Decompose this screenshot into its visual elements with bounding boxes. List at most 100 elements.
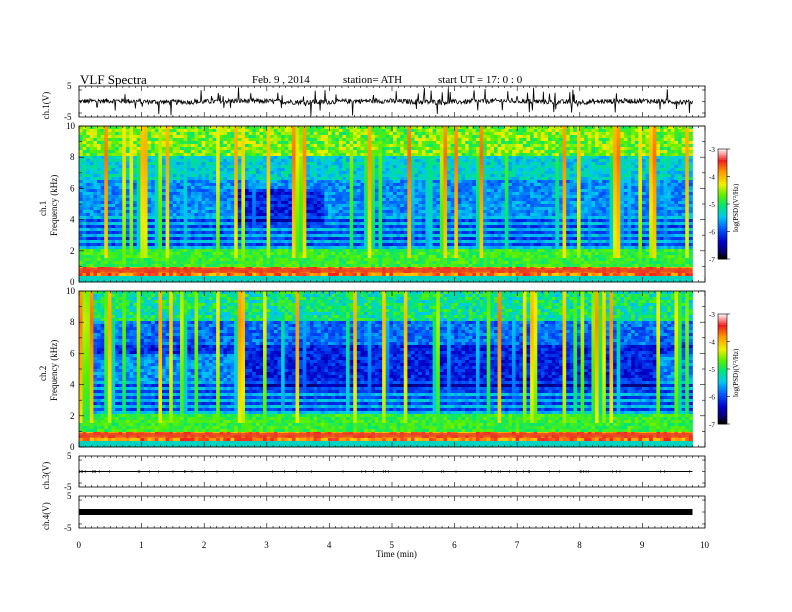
ch1_spectrogram-cell (397, 198, 401, 201)
ch1_spectrogram-cell (151, 216, 155, 219)
ch1_spectrogram-cell (249, 210, 253, 213)
ch1_spectrogram-cell (194, 225, 198, 228)
ch1_spectrogram-cell (238, 210, 242, 213)
ch1_spectrogram-cell (133, 195, 137, 198)
ch1_spectrogram-cell (357, 246, 361, 249)
ch1_spectrogram-cell (130, 276, 134, 279)
ch1_spectrogram-cell (397, 249, 401, 252)
ch1_spectrogram-cell (350, 210, 354, 213)
ch1_spectrogram-cell (86, 132, 90, 135)
ch1_spectrogram-cell (400, 240, 404, 243)
ch1_spectrogram-cell (86, 258, 90, 261)
ch1_spectrogram-cell (317, 165, 321, 168)
ch1_spectrogram-cell (263, 135, 267, 138)
ch1_spectrogram-cell (346, 168, 350, 171)
ch1_spectrogram-cell (382, 210, 386, 213)
ch1_spectrogram-cell (155, 237, 159, 240)
ch1_spectrogram-cell (111, 162, 115, 165)
ch1_spectrogram-cell (173, 144, 177, 147)
ch1_spectrogram-cell (151, 264, 155, 267)
ch1_spectrogram-cell (205, 210, 209, 213)
ch1_spectrogram-cell (184, 156, 188, 159)
ch1_spectrogram-cell (202, 216, 206, 219)
ch1_spectrogram-cell (90, 174, 94, 177)
ch1_spectrogram-cell (379, 162, 383, 165)
ch1_spectrogram-cell (101, 186, 105, 189)
ch1_spectrogram-cell (162, 234, 166, 237)
ch1_spectrogram-cell (104, 129, 108, 132)
ch1_spectrogram-cell (314, 135, 318, 138)
ch1_spectrogram-cell (86, 180, 90, 183)
ch1_spectrogram-cell (223, 162, 227, 165)
ch1_spectrogram-cell (194, 129, 198, 132)
ch1_spectrogram-cell (180, 141, 184, 144)
ch1_spectrogram-cell (256, 150, 260, 153)
ch1_spectrogram-cell (241, 135, 245, 138)
ch1_spectrogram-cell (328, 207, 332, 210)
ch1_spectrogram-cell (133, 132, 137, 135)
ch1_spectrogram-cell (227, 195, 231, 198)
ch1_spectrogram-cell (267, 126, 271, 129)
ch1_spectrogram-cell (353, 201, 357, 204)
ch1_spectrogram-cell (353, 225, 357, 228)
ch1_spectrogram-cell (296, 192, 300, 195)
ch1_spectrogram-cell (126, 225, 130, 228)
ch1_spectrogram-cell (119, 240, 123, 243)
ch1_spectrogram-cell (191, 243, 195, 246)
ch1_spectrogram-cell (238, 132, 242, 135)
ch1_spectrogram-cell (93, 237, 97, 240)
ch1_spectrogram-cell (360, 165, 364, 168)
ch1_spectrogram-cell (205, 201, 209, 204)
ch1_spectrogram-cell (299, 252, 303, 255)
ch1_spectrogram-cell (205, 159, 209, 162)
ch1_spectrogram-cell (111, 126, 115, 129)
ch1_spectrogram-cell (306, 243, 310, 246)
ch1_spectrogram-cell (292, 240, 296, 243)
ch1_spectrogram-cell (166, 198, 170, 201)
ch1_spectrogram-cell (104, 180, 108, 183)
ch1_spectrogram-cell (342, 210, 346, 213)
ch1_spectrogram-cell (166, 201, 170, 204)
ch1_spectrogram-cell (155, 210, 159, 213)
ch1_spectrogram-cell (202, 168, 206, 171)
ch1_spectrogram-cell (281, 174, 285, 177)
ch1_spectrogram-cell (231, 129, 235, 132)
ch1_spectrogram-cell (133, 219, 137, 222)
ch1_spectrogram-cell (191, 132, 195, 135)
ch1_spectrogram-cell (133, 180, 137, 183)
ch1_spectrogram-cell (140, 174, 144, 177)
ch1_spectrogram-cell (166, 189, 170, 192)
ch1_spectrogram-cell (346, 207, 350, 210)
ch1_spectrogram-cell (252, 195, 256, 198)
ch1_spectrogram-cell (270, 276, 274, 279)
ch1_spectrogram-cell (400, 189, 404, 192)
ch1_spectrogram-cell (328, 276, 332, 279)
ch1_spectrogram-cell (364, 135, 368, 138)
ch1_spectrogram-cell (267, 249, 271, 252)
ch1_spectrogram-cell (364, 126, 368, 129)
ch1_spectrogram-cell (274, 216, 278, 219)
ch1_spectrogram-cell (209, 156, 213, 159)
ch1_spectrogram-cell (213, 198, 217, 201)
ch1_spectrogram-cell (368, 231, 372, 234)
ch1_spectrogram-cell (303, 192, 307, 195)
ch1_spectrogram-cell (169, 186, 173, 189)
ch1_spectrogram-cell (350, 216, 354, 219)
ch1_spectrogram-cell (342, 207, 346, 210)
ch1_spectrogram-cell (324, 165, 328, 168)
ch1_spectrogram-cell (267, 264, 271, 267)
ch1_spectrogram-cell (115, 141, 119, 144)
ch1_spectrogram-cell (93, 183, 97, 186)
ch1_spectrogram-cell (310, 264, 314, 267)
ch1_spectrogram-cell (191, 177, 195, 180)
ch1_spectrogram-cell (130, 129, 134, 132)
ch1_spectrogram-cell (314, 144, 318, 147)
ch1_spectrogram-cell (259, 165, 263, 168)
ch1_spectrogram-cell (357, 228, 361, 231)
ch1_spectrogram-cell (130, 255, 134, 258)
ch1_spectrogram-cell (209, 150, 213, 153)
ch1_spectrogram-cell (404, 198, 408, 201)
ch1_spectrogram-cell (375, 204, 379, 207)
ch1_spectrogram-cell (97, 192, 101, 195)
ch1_spectrogram-cell (259, 156, 263, 159)
